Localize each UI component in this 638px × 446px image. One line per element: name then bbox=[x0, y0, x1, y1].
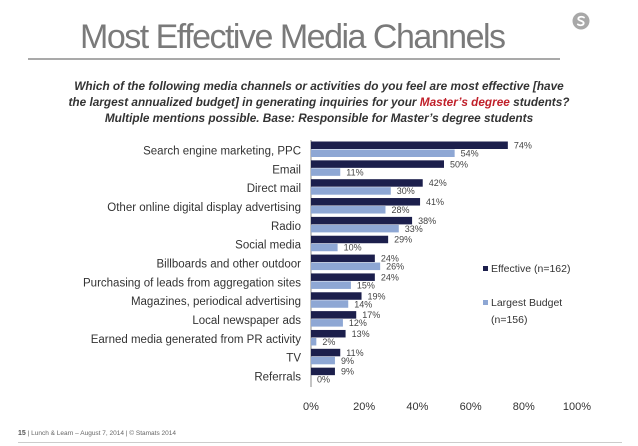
title-divider bbox=[28, 58, 560, 60]
legend-label-effective: Effective (n=162) bbox=[491, 263, 570, 275]
bar-effective bbox=[311, 235, 389, 244]
data-label-effective: 11% bbox=[346, 348, 363, 358]
footer: 15 | Lunch & Learn – August 7, 2014 | © … bbox=[18, 430, 176, 437]
legend-label-budget-n: (n=156) bbox=[491, 314, 527, 326]
data-label-budget: 26% bbox=[386, 262, 404, 272]
category-label: Social media bbox=[235, 240, 301, 252]
legend-swatch-effective bbox=[483, 266, 488, 271]
bar-budget bbox=[311, 262, 381, 271]
question-line-2-start: the largest annualized budget] in genera… bbox=[68, 95, 420, 109]
data-label-budget: 0% bbox=[317, 375, 330, 385]
data-label-budget: 54% bbox=[461, 149, 479, 159]
s-circle-logo-icon bbox=[572, 12, 590, 30]
data-label-budget: 30% bbox=[397, 186, 415, 196]
category-label: Search engine marketing, PPC bbox=[143, 145, 301, 157]
data-label-budget: 33% bbox=[405, 224, 423, 234]
bar-effective bbox=[311, 216, 413, 225]
bar-effective bbox=[311, 329, 346, 338]
x-tick-label: 100% bbox=[563, 401, 591, 413]
x-tick-label: 80% bbox=[513, 401, 535, 413]
data-label-budget: 11% bbox=[346, 167, 363, 177]
bar-budget bbox=[311, 356, 335, 365]
category-label: Earned media generated from PR activity bbox=[91, 334, 302, 346]
bar-effective bbox=[311, 141, 508, 149]
category-label: Billboards and other outdoor bbox=[157, 259, 302, 271]
data-label-effective: 42% bbox=[429, 178, 447, 188]
data-label-budget: 12% bbox=[349, 318, 367, 328]
category-label: Local newspaper ads bbox=[192, 315, 301, 327]
category-label: TV bbox=[286, 353, 301, 365]
x-tick-label: 20% bbox=[353, 401, 375, 413]
bar-budget bbox=[311, 187, 391, 195]
bar-effective bbox=[311, 311, 357, 319]
page-title: Most Effective Media Channels bbox=[80, 18, 506, 56]
data-label-effective: 74% bbox=[514, 141, 532, 151]
bar-effective bbox=[311, 179, 423, 187]
bar-budget bbox=[311, 168, 341, 176]
data-label-budget: 2% bbox=[322, 337, 335, 347]
bar-budget bbox=[311, 300, 349, 308]
data-label-effective: 24% bbox=[381, 272, 399, 282]
question-line-2-end: students? bbox=[509, 95, 570, 109]
data-label-budget: 10% bbox=[344, 243, 362, 253]
x-tick-label: 40% bbox=[406, 401, 428, 413]
bar-budget bbox=[311, 337, 317, 346]
data-label-effective: 50% bbox=[450, 159, 468, 169]
bar-effective bbox=[311, 367, 335, 376]
survey-question: Which of the following media channels or… bbox=[20, 78, 618, 126]
bar-budget bbox=[311, 149, 455, 157]
bar-effective bbox=[311, 254, 375, 263]
category-label: Referrals bbox=[254, 372, 301, 384]
footer-divider bbox=[18, 442, 622, 443]
page-number: 15 bbox=[18, 430, 26, 437]
bar-budget bbox=[311, 281, 351, 289]
category-label: Radio bbox=[271, 221, 301, 233]
legend-swatch-budget bbox=[483, 300, 488, 305]
data-label-effective: 13% bbox=[352, 329, 370, 339]
bar-effective bbox=[311, 160, 444, 168]
category-label: Direct mail bbox=[247, 183, 301, 195]
category-label: Purchasing of leads from aggregation sit… bbox=[83, 277, 301, 289]
data-label-effective: 41% bbox=[426, 197, 444, 207]
question-line-3: Multiple mentions possible. Base: Respon… bbox=[104, 111, 534, 125]
bar-budget bbox=[311, 319, 343, 327]
data-label-effective: 17% bbox=[362, 310, 380, 320]
bar-effective bbox=[311, 292, 362, 300]
data-label-budget: 14% bbox=[354, 299, 372, 309]
question-line-1: Which of the following media channels or… bbox=[74, 79, 564, 93]
data-label-effective: 9% bbox=[341, 367, 354, 377]
data-label-effective: 24% bbox=[381, 254, 399, 264]
legend-label-budget: Largest Budget bbox=[491, 297, 562, 309]
question-highlight: Master’s degree bbox=[419, 95, 510, 109]
footer-text: | Lunch & Learn – August 7, 2014 | © Sta… bbox=[25, 430, 176, 437]
data-label-effective: 38% bbox=[418, 216, 436, 226]
bar-effective bbox=[311, 348, 341, 357]
x-tick-label: 60% bbox=[460, 401, 482, 413]
category-label: Magazines, periodical advertising bbox=[131, 296, 301, 308]
data-label-budget: 28% bbox=[391, 205, 409, 215]
bar-effective bbox=[311, 273, 375, 281]
category-label: Email bbox=[272, 164, 301, 176]
data-label-effective: 19% bbox=[368, 291, 386, 301]
bar-budget bbox=[311, 224, 399, 233]
data-label-effective: 29% bbox=[394, 235, 412, 245]
question-line-2: the largest annualized budget] in genera… bbox=[20, 94, 618, 110]
category-label: Other online digital display advertising bbox=[107, 202, 301, 214]
data-label-budget: 15% bbox=[357, 280, 375, 290]
bar-budget bbox=[311, 243, 338, 252]
data-label-budget: 9% bbox=[341, 356, 354, 366]
bar-budget bbox=[311, 206, 386, 214]
x-tick-label: 0% bbox=[303, 401, 319, 413]
bar-effective bbox=[311, 198, 421, 206]
